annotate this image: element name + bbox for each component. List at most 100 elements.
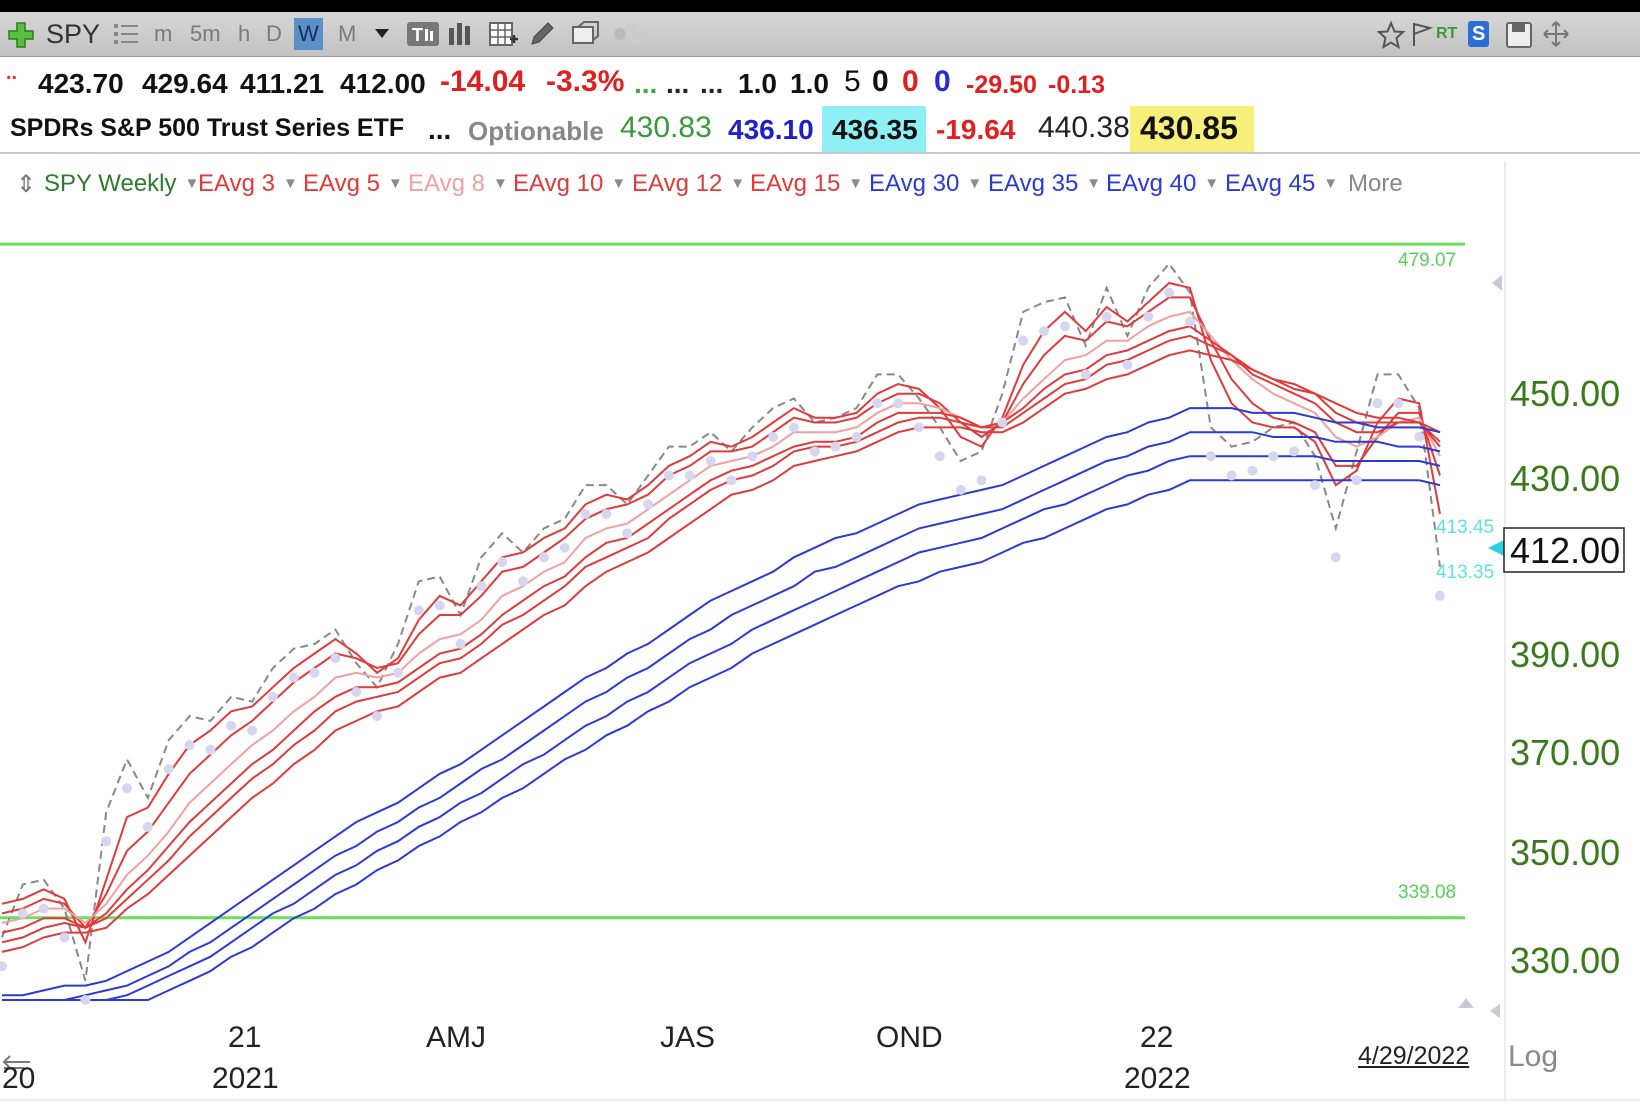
chevron-down-icon[interactable] [372,26,392,42]
quote-value-6: 0 [934,65,951,98]
year-label-2021: 2021 [212,1062,279,1095]
chevron-down-icon: ▼ [1204,175,1220,192]
legend-eavg-12-label: EAvg 12 [632,170,723,197]
price-point [809,446,820,457]
security-name: SPDRs S&P 500 Trust Series ETF [10,114,405,142]
legend-more-button[interactable]: More [1348,170,1403,197]
legend-eavg-3[interactable]: EAvg 3 ▼ [198,170,298,198]
timeframe-month[interactable]: M [338,21,357,46]
scroll-left-arrow-icon[interactable] [1492,275,1502,291]
timeframe-day[interactable]: D [266,21,282,46]
quote-dots-3: ... [700,68,724,99]
price-point [38,903,49,914]
price-point [1080,369,1091,380]
scroll-left-arrow-icon[interactable] [1490,1004,1500,1018]
timeframe-5-minute[interactable]: 5m [190,21,221,46]
price-point [1393,398,1404,409]
mark-high-label: 413.45 [1436,517,1494,538]
price-point [1039,326,1049,337]
legend-eavg-8[interactable]: EAvg 8 ▼ [408,170,508,198]
chevron-down-icon: ▼ [730,175,746,192]
series-line-eavg-40[interactable] [2,455,1441,1001]
series-line-eavg-10[interactable] [1,325,1441,934]
price-point [17,908,28,919]
star-icon[interactable] [1376,20,1406,50]
price-point [101,836,112,847]
legend-spy-weekly[interactable]: SPY Weekly ▼ [44,170,199,198]
legend-eavg-35[interactable]: EAvg 35 ▼ [988,170,1101,198]
price-point [1143,311,1154,322]
series-line-spy-weekly[interactable] [1,262,1441,982]
text-tool-icon[interactable]: T [406,20,440,48]
legend-eavg-10[interactable]: EAvg 10 ▼ [513,170,626,198]
legend-eavg-45[interactable]: EAvg 45 ▼ [1225,170,1338,198]
table-icon[interactable] [488,20,518,50]
year-label-2022: 2022 [1124,1062,1191,1095]
scan-badge[interactable]: S [1468,21,1490,47]
quote-row-name: SPDRs S&P 500 Trust Series ETF ... Optio… [0,106,1640,154]
legend-eavg-8-label: EAvg 8 [408,170,485,197]
last-price-marker [1488,540,1504,556]
save-icon[interactable] [1504,20,1534,50]
link-icon[interactable] [612,20,646,48]
legend-eavg-30[interactable]: EAvg 30 ▼ [869,170,982,198]
chart-toolbar: SPY m 5m h D W M T RT S [0,12,1640,57]
chevron-down-icon: ▼ [492,175,508,192]
price-point [622,528,633,539]
list-icon[interactable] [112,20,140,48]
quote-dots-prefix: .. [6,62,18,84]
timeframe-week[interactable]: W [294,18,323,50]
quote-low: 411.21 [240,68,325,99]
legend-updown-icon[interactable]: ⇕ [16,171,37,198]
series-line-eavg-45[interactable] [2,479,1441,1001]
price-point [393,667,403,678]
price-point [1122,359,1133,370]
pencil-icon[interactable] [528,20,556,48]
legend-eavg-35-label: EAvg 35 [988,170,1079,197]
scroll-up-arrow-icon[interactable] [1458,998,1474,1008]
series-line-eavg-3[interactable] [1,281,1441,945]
quote-value-1: 1.0 [738,68,777,99]
series-line-eavg-12[interactable] [1,334,1441,944]
window-icon[interactable] [570,20,600,48]
price-point [1226,470,1237,481]
legend-eavg-5[interactable]: EAvg 5 ▼ [303,170,403,198]
price-point [184,740,195,750]
realtime-badge[interactable]: RT [1436,25,1458,42]
price-point [1164,287,1175,298]
log-scale-toggle[interactable]: Log [1508,1040,1559,1073]
bar-chart-icon[interactable] [446,20,476,48]
window-top-edge [0,0,1640,12]
price-point [538,552,549,563]
legend-eavg-12[interactable]: EAvg 12 ▼ [632,170,745,198]
price-point [768,432,779,442]
series-line-eavg-30[interactable] [2,407,1441,997]
quote-change-percent: -3.3% [546,65,625,98]
symbol-label[interactable]: SPY [46,19,101,49]
legend-eavg-15[interactable]: EAvg 15 ▼ [750,170,863,198]
series-line-eavg-35[interactable] [2,431,1441,1001]
price-point [705,456,716,466]
add-symbol-icon[interactable] [6,20,36,50]
optionable-label: Optionable [468,116,604,146]
series-line-eavg-8[interactable] [1,310,1441,925]
price-point [372,711,383,722]
quote-price-3-highlight [822,106,926,152]
quote-open: 423.70 [38,68,124,99]
timeframe-hour[interactable]: h [238,21,251,46]
quote-change-3: -0.13 [1048,71,1105,99]
quote-value-2: 1.0 [790,68,829,99]
series-line-eavg-15[interactable] [1,349,1441,953]
move-icon[interactable] [1542,20,1570,48]
series-line-eavg-5[interactable] [1,296,1441,930]
price-point [476,581,487,592]
quote-price-1: 430.83 [620,111,712,144]
last-price-box [1503,527,1625,573]
price-point [1247,465,1258,476]
legend-eavg-40[interactable]: EAvg 40 ▼ [1106,170,1219,198]
price-point [601,509,612,519]
legend-eavg-45-label: EAvg 45 [1225,170,1316,197]
price-point [1018,335,1029,346]
flag-icon[interactable] [1410,20,1434,48]
timeframe-minute[interactable]: m [154,21,173,46]
